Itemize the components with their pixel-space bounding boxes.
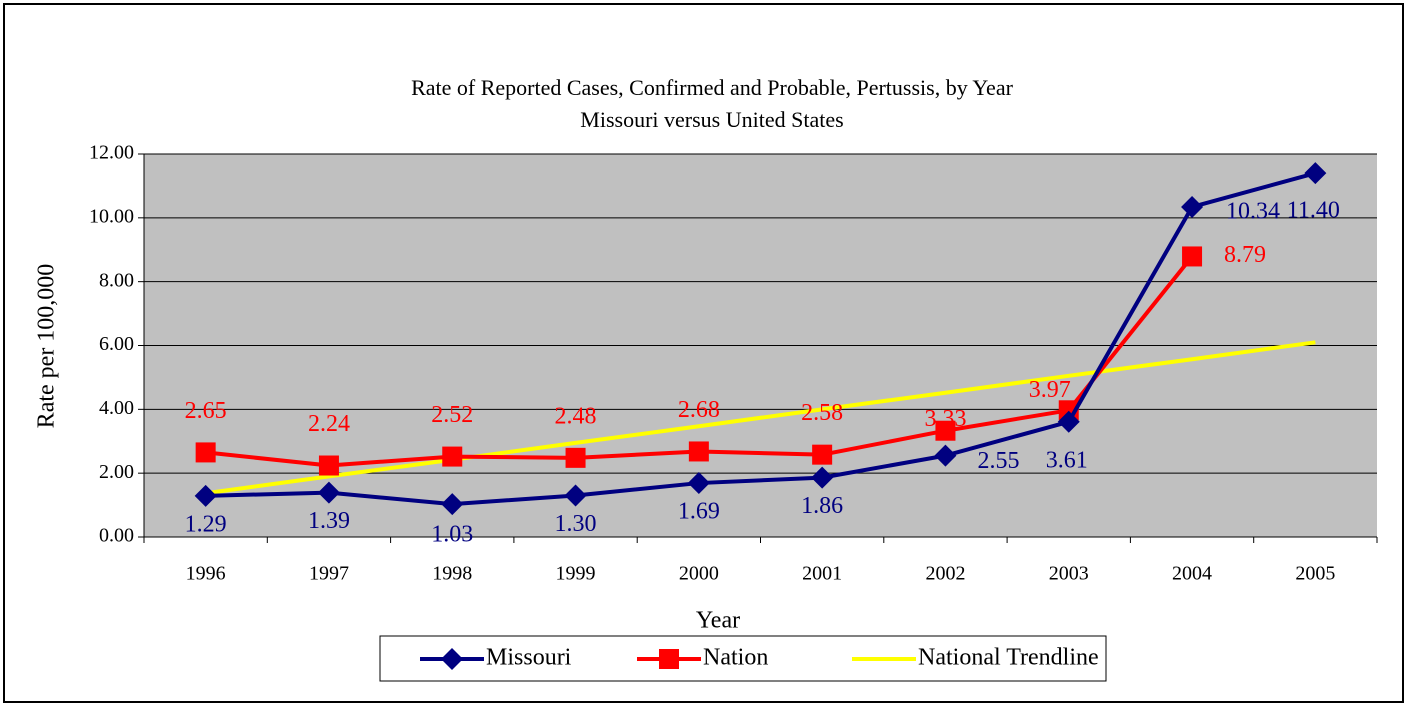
data-label: 1.30: [555, 511, 597, 537]
x-tick-label: 2003: [1049, 563, 1089, 585]
data-label: 3.97: [1029, 377, 1071, 403]
marker: [1057, 410, 1080, 433]
y-tick-label: 8.00: [99, 269, 134, 291]
chart-title: Rate of Reported Cases, Confirmed and Pr…: [411, 75, 1014, 100]
legend-label: Nation: [703, 645, 768, 671]
marker: [195, 442, 216, 463]
y-tick-label: 6.00: [99, 333, 134, 355]
data-label: 2.58: [801, 400, 843, 426]
marker: [935, 420, 956, 441]
marker: [442, 446, 463, 467]
x-tick-label: 2000: [679, 563, 719, 585]
data-label: 2.24: [308, 411, 350, 437]
y-tick-label: 4.00: [99, 397, 134, 419]
x-tick-label: 2001: [802, 563, 842, 585]
data-label: 1.86: [801, 493, 843, 519]
y-tick-label: 2.00: [99, 461, 134, 483]
data-label: 1.29: [185, 511, 227, 537]
marker: [1182, 246, 1203, 267]
marker: [564, 484, 587, 507]
y-tick-label: 10.00: [89, 205, 134, 227]
marker: [441, 493, 464, 516]
data-label: 8.79: [1224, 242, 1266, 268]
marker: [318, 455, 339, 476]
marker: [811, 466, 834, 489]
marker: [317, 481, 340, 504]
data-label: 2.55: [977, 448, 1019, 474]
data-label: 1.03: [431, 522, 473, 548]
x-tick-label: 1997: [309, 563, 349, 585]
legend-label: National Trendline: [918, 645, 1099, 671]
marker: [688, 441, 709, 462]
data-label: 2.68: [678, 397, 720, 423]
marker: [565, 447, 586, 468]
series-line: [205, 340, 1316, 496]
data-label: 10.34: [1226, 198, 1280, 224]
data-label: 11.40: [1287, 198, 1340, 224]
marker: [1181, 195, 1204, 218]
y-axis-label: Rate per 100,000: [34, 264, 60, 429]
marker: [934, 444, 957, 467]
legend: [379, 635, 1107, 682]
x-tick-label: 2004: [1172, 563, 1212, 585]
data-label: 1.39: [308, 508, 350, 534]
marker: [1304, 162, 1327, 185]
marker: [812, 444, 833, 465]
x-tick-label: 1996: [186, 563, 226, 585]
y-tick-label: 12.00: [89, 142, 134, 164]
series-line: [205, 171, 1316, 507]
y-tick-label: 0.00: [99, 525, 134, 547]
marker: [194, 484, 217, 507]
data-label: 1.69: [678, 499, 720, 525]
x-tick-label: 2002: [925, 563, 965, 585]
data-label: 2.52: [431, 402, 473, 428]
marker: [441, 648, 463, 670]
chart-subtitle: Missouri versus United States: [580, 107, 843, 132]
data-label: 3.61: [1046, 447, 1088, 473]
data-label: 2.65: [185, 398, 227, 424]
x-tick-label: 1998: [432, 563, 472, 585]
x-tick-label: 1999: [556, 563, 596, 585]
data-label: 2.48: [555, 403, 597, 429]
legend-label: Missouri: [486, 645, 572, 671]
marker: [687, 472, 710, 495]
x-tick-label: 2005: [1295, 563, 1335, 585]
data-label: 3.33: [924, 406, 966, 432]
x-axis-label: Year: [696, 608, 740, 634]
marker: [659, 649, 679, 669]
